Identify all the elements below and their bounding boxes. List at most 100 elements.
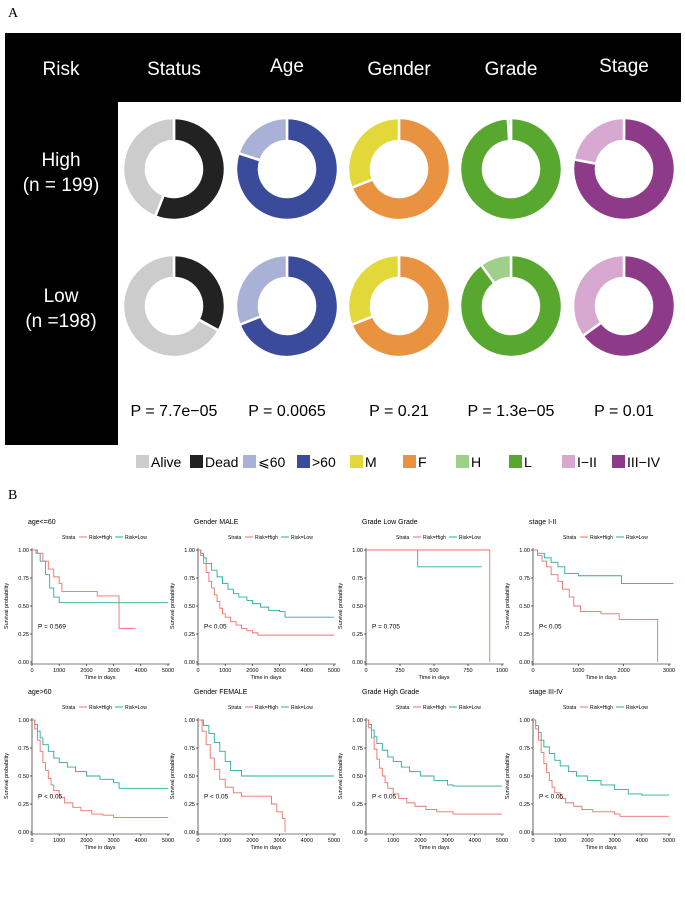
km-legend-high-4: Risk=High: [89, 705, 112, 711]
km-title-5: Gender FEMALE: [194, 689, 248, 696]
km-xtick-label-3-1: 1000: [572, 668, 584, 674]
km-xtick-label-1-4: 4000: [301, 668, 313, 674]
km-xtick-label-1-5: 5000: [328, 668, 340, 674]
legend-label-6: H: [471, 454, 481, 470]
km-xtick-label-2-3: 750: [463, 668, 472, 674]
km-strata-label-3: Strata: [563, 535, 577, 541]
km-xlabel-1: Time in days: [251, 675, 282, 681]
km-xtick-label-0-2: 2000: [80, 668, 92, 674]
km-legend-low-4: Risk=Low: [125, 705, 147, 711]
km-ytick-label-2-2: 0.50: [352, 604, 363, 610]
km-xtick-label-1-0: 0: [196, 668, 199, 674]
km-xtick-label-7-2: 2000: [581, 838, 593, 844]
row-label-low: Low: [44, 286, 79, 307]
km-xtick-label-7-5: 5000: [663, 838, 675, 844]
km-legend-low-7: Risk=Low: [626, 705, 648, 711]
km-xtick-label-6-0: 0: [364, 838, 367, 844]
km-curve-high-0: [32, 549, 136, 629]
km-pvalue-2: P = 0.705: [372, 623, 400, 630]
km-xtick-label-2-0: 0: [364, 668, 367, 674]
km-ytick-label-5-2: 0.50: [184, 774, 195, 780]
km-xtick-label-4-1: 1000: [53, 838, 65, 844]
p-value-age: P = 0.0065: [248, 403, 326, 420]
row-label-high: High: [41, 150, 80, 171]
km-ytick-label-3-0: 0.00: [519, 660, 530, 666]
legend-swatch-1: [190, 455, 203, 468]
legend-swatch-6: [456, 455, 469, 468]
donut-slice-high-grade-0: [506, 116, 513, 143]
donut-slice-high-grade-1: [458, 116, 564, 222]
km-legend-high-7: Risk=High: [590, 705, 613, 711]
panel-a-label: A: [8, 6, 19, 21]
km-ytick-label-4-0: 0.00: [18, 830, 29, 836]
km-strata-label-5: Strata: [228, 705, 242, 711]
km-ylabel-7: Survival probability: [505, 753, 511, 799]
km-legend-high-5: Risk=High: [255, 705, 278, 711]
donut-slice-low-gender-1: [349, 253, 452, 359]
km-ytick-label-3-1: 0.25: [519, 632, 530, 638]
legend-label-4: M: [365, 454, 377, 470]
km-legend-low-5: Risk=Low: [291, 705, 313, 711]
km-xtick-label-6-2: 2000: [414, 838, 426, 844]
legend-label-1: Dead: [205, 454, 238, 470]
km-ytick-label-3-2: 0.50: [519, 604, 530, 610]
km-xtick-label-6-4: 4000: [469, 838, 481, 844]
km-ytick-label-7-1: 0.25: [519, 802, 530, 808]
km-ytick-label-6-3: 0.75: [352, 746, 363, 752]
km-ytick-label-1-2: 0.50: [184, 604, 195, 610]
km-xtick-label-0-3: 3000: [107, 668, 119, 674]
km-ylabel-0: Survival probability: [4, 583, 10, 629]
km-ytick-label-3-3: 0.75: [519, 576, 530, 582]
km-curve-high-4: [32, 719, 168, 818]
km-pvalue-5: P < 0.05: [204, 793, 229, 800]
km-xtick-label-3-3: 3000: [663, 668, 675, 674]
row-label-low-n: (n =198): [25, 311, 96, 332]
km-strata-label-1: Strata: [228, 535, 242, 541]
km-title-6: Grade High Grade: [362, 689, 419, 696]
column-header-gender: Gender: [367, 59, 431, 80]
km-legend-low-6: Risk=Low: [459, 705, 481, 711]
km-xtick-label-4-0: 0: [30, 838, 33, 844]
km-xtick-label-0-4: 4000: [135, 668, 147, 674]
km-curve-high-1: [198, 549, 334, 636]
km-xtick-label-5-1: 1000: [219, 838, 231, 844]
km-ytick-label-4-1: 0.25: [18, 802, 29, 808]
km-xtick-label-5-5: 5000: [328, 838, 340, 844]
row-label-high-n: (n = 199): [23, 175, 100, 196]
km-ytick-label-2-1: 0.25: [352, 632, 363, 638]
km-strata-label-0: Strata: [62, 535, 76, 541]
km-title-1: Gender MALE: [194, 519, 239, 526]
km-curve-high-7: [533, 719, 669, 817]
km-xtick-label-4-3: 3000: [107, 838, 119, 844]
km-pvalue-7: P < 0.05: [539, 793, 564, 800]
km-xlabel-2: Time in days: [419, 675, 450, 681]
km-plot-2: Grade Low Grade Strata Risk=High Risk=Low 0.…: [338, 519, 508, 681]
legend-swatch-0: [136, 455, 149, 468]
donut-slice-high-age-1: [234, 116, 340, 222]
km-xtick-label-4-4: 4000: [135, 838, 147, 844]
km-pvalue-3: P< 0.05: [539, 623, 562, 630]
km-xtick-label-2-2: 500: [429, 668, 438, 674]
km-ytick-label-2-0: 0.00: [352, 660, 363, 666]
legend-label-9: III−IV: [627, 454, 661, 470]
km-strata-label-4: Strata: [62, 705, 76, 711]
column-header-status: Status: [147, 59, 201, 80]
km-curve-low-6: [366, 719, 502, 787]
km-plot-3: stage I-II Strata Risk=High Risk=Low 0.00 0.2…: [505, 519, 675, 681]
km-plot-6: Grade High Grade Strata Risk=High Risk=Low 0…: [338, 689, 508, 851]
km-ytick-label-6-0: 0.00: [352, 830, 363, 836]
km-ylabel-5: Survival probability: [170, 753, 176, 799]
km-xtick-label-5-0: 0: [196, 838, 199, 844]
donut-slice-low-age-0: [234, 253, 289, 327]
km-title-0: age<=60: [28, 519, 56, 526]
km-ylabel-3: Survival probability: [505, 583, 511, 629]
km-ytick-label-0-2: 0.50: [18, 604, 29, 610]
legend-label-2: ⩽60: [258, 454, 286, 470]
km-ytick-label-1-0: 0.00: [184, 660, 195, 666]
km-xtick-label-6-3: 3000: [441, 838, 453, 844]
km-curve-high-6: [366, 719, 502, 815]
panel-b-label: B: [8, 488, 17, 503]
km-plot-4: age>60 Strata Risk=High Risk=Low 0.00 0.25 0.5…: [4, 689, 174, 851]
donut-grid: [121, 116, 677, 359]
